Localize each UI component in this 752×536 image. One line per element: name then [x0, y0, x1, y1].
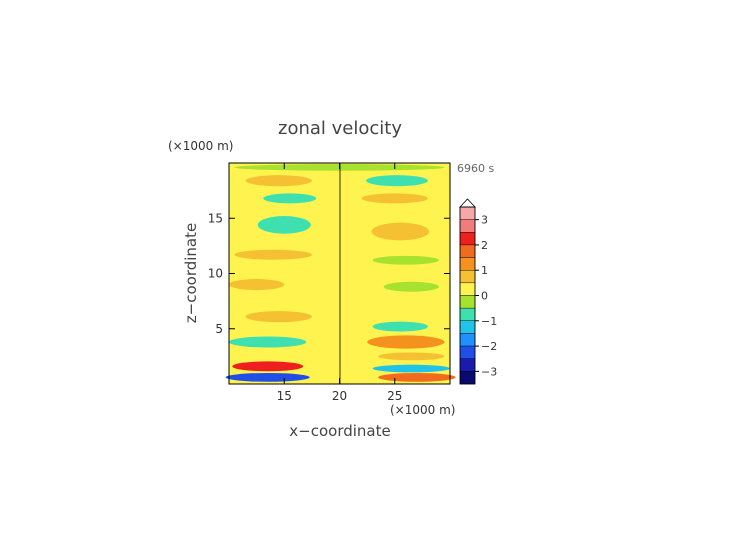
colorbar-level: [459, 219, 476, 233]
colorbar-level: [459, 257, 476, 271]
contour-feature: [372, 364, 451, 373]
colorbar-level: [459, 206, 476, 220]
contour-feature: [366, 175, 428, 187]
x-axis-label: x−coordinate: [289, 422, 390, 440]
x-axis: 15 20 25: [277, 163, 402, 403]
colorbar-level: [459, 358, 476, 372]
y-tick-label: 15: [208, 211, 223, 225]
colorbar-tick-label: 3: [481, 214, 488, 227]
y-axis: 5 10 15: [208, 211, 450, 336]
contour-field: [225, 163, 456, 384]
colorbar-tick-label: −1: [481, 315, 497, 328]
contour-feature: [245, 311, 312, 323]
contour-feature: [367, 335, 445, 349]
contour-feature: [245, 175, 312, 187]
contour-feature: [372, 255, 439, 265]
colorbar-level: [459, 295, 476, 309]
contour-feature: [229, 279, 285, 291]
y-tick-label: 10: [208, 267, 223, 281]
contour-feature: [378, 372, 456, 382]
colorbar-level: [459, 345, 476, 359]
time-label: 6960 s: [457, 162, 494, 175]
colorbar-level: [459, 371, 476, 385]
y-tick-label: 5: [215, 322, 223, 336]
x-tick-label: 25: [387, 389, 402, 403]
contour-feature: [361, 193, 428, 204]
colorbar-level: [459, 282, 476, 296]
colorbar-level: [459, 320, 476, 334]
colorbar-tick-label: 0: [481, 290, 488, 303]
contour-feature: [257, 216, 311, 234]
x-tick-label: 15: [277, 389, 292, 403]
colorbar-level: [459, 270, 476, 284]
colorbar-tick-label: 2: [481, 239, 488, 252]
y-axis-label: z−coordinate: [182, 223, 200, 323]
contour-feature: [228, 336, 307, 348]
x-tick-label: 20: [332, 389, 347, 403]
contour-feature: [378, 352, 445, 361]
contour-feature: [383, 281, 439, 292]
y-unit-label: (×1000 m): [168, 139, 233, 153]
colorbar-level: [459, 333, 476, 347]
colorbar-tick-label: 1: [481, 264, 488, 277]
colorbar-level: [459, 307, 476, 321]
contour-feature: [372, 321, 428, 332]
colorbar: 3 2 1 0 −1 −2 −3: [459, 198, 497, 385]
colorbar-level: [459, 244, 476, 258]
colorbar-extend-arrow: [459, 198, 476, 208]
colorbar-tick-label: −2: [481, 340, 497, 353]
contour-feature: [234, 249, 312, 260]
contour-feature: [225, 372, 310, 382]
colorbar-tick-label: −3: [481, 365, 497, 378]
contour-feature: [232, 361, 304, 372]
chart-title: zonal velocity: [278, 118, 402, 139]
contour-feature: [263, 193, 317, 204]
contour-feature: [371, 222, 430, 241]
colorbar-level: [459, 232, 476, 246]
x-unit-label: (×1000 m): [390, 403, 455, 417]
